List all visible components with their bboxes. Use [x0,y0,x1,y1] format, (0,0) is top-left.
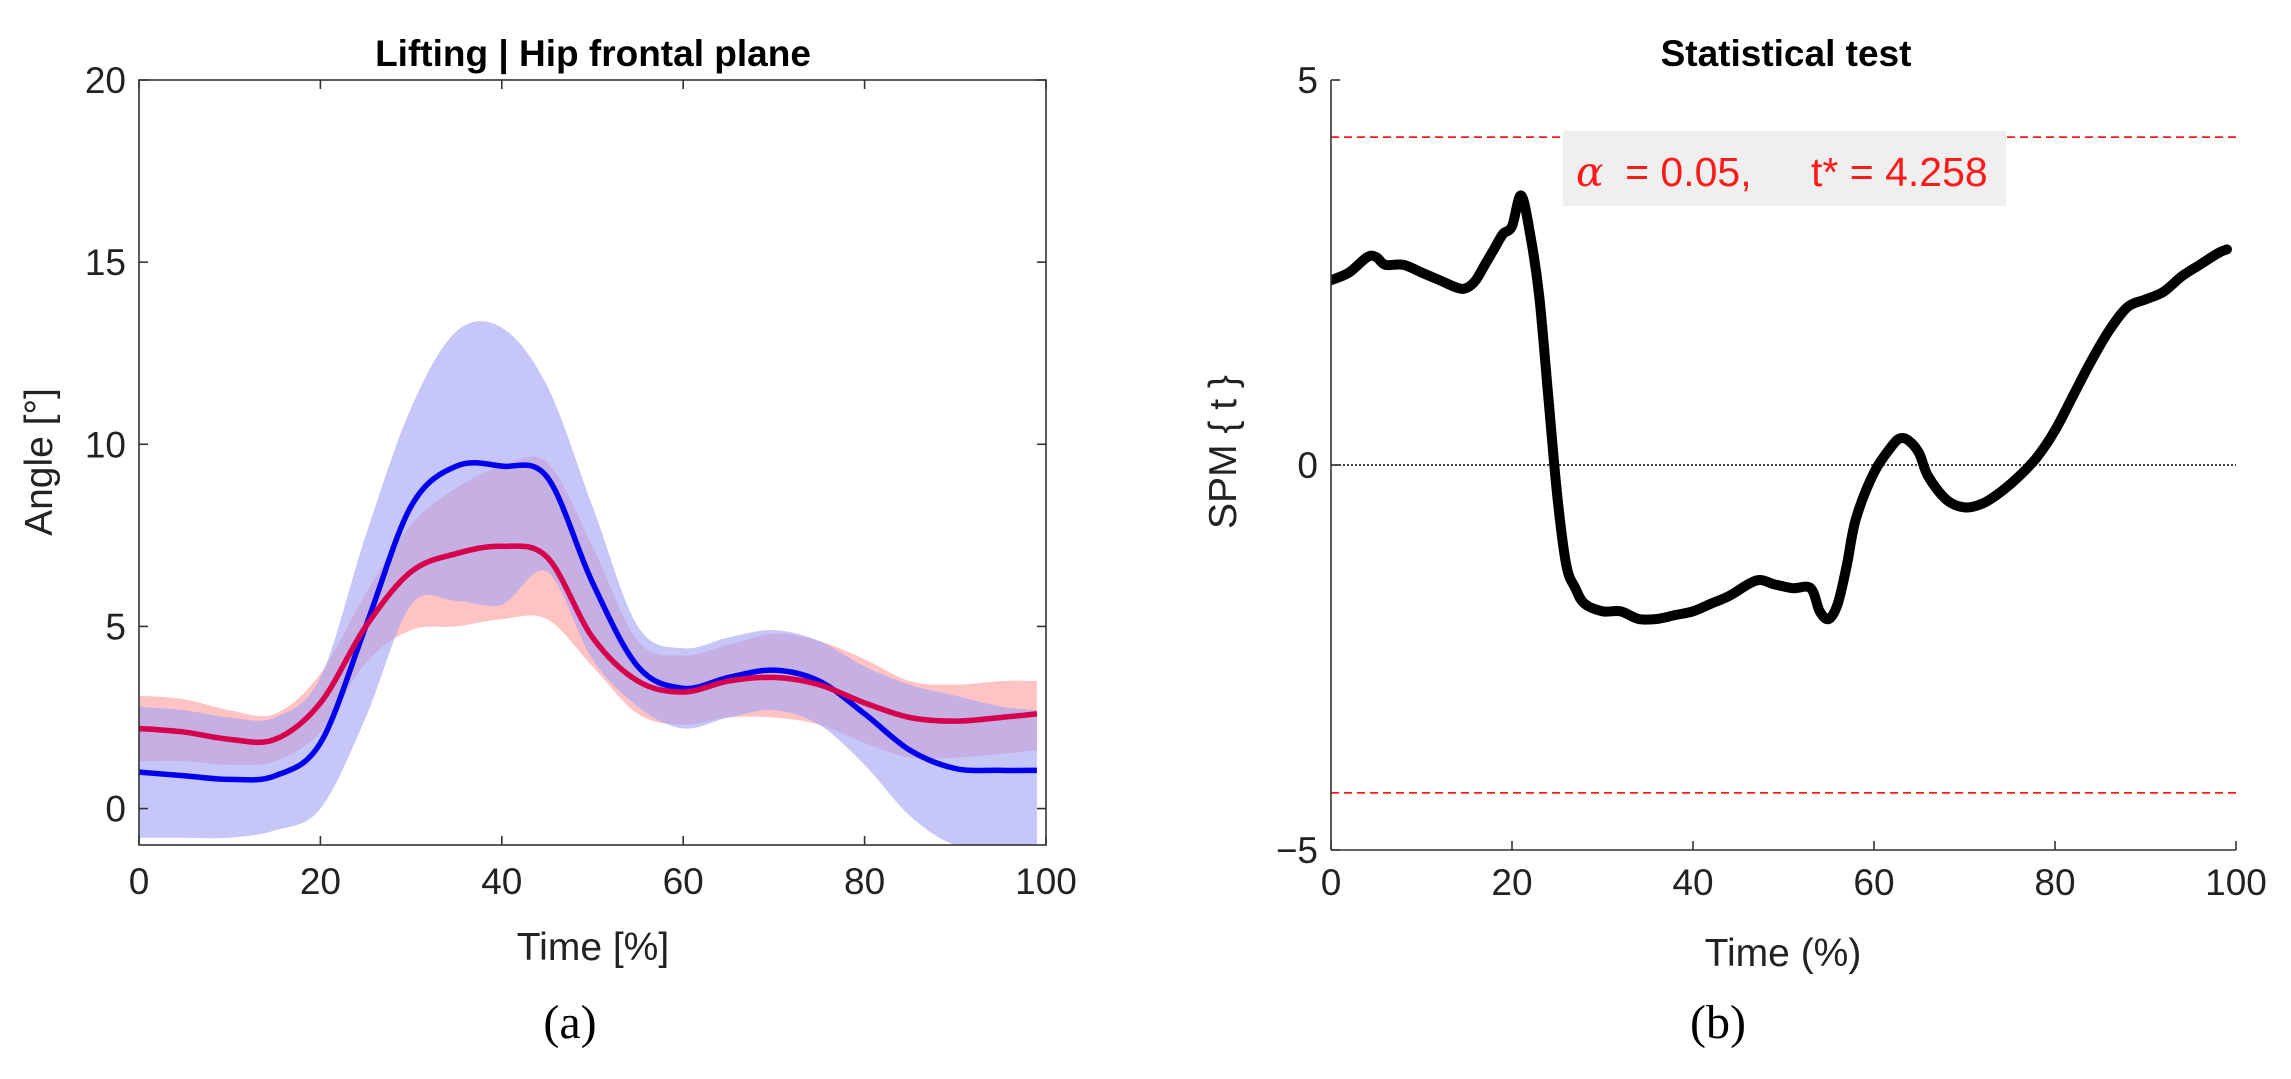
chart-a-xlabel: Time [%] [517,926,669,969]
y-tick-label: 20 [85,60,126,101]
x-tick-label: 100 [1015,861,1077,902]
line-series-1 [139,543,1038,746]
y-tick-label: 10 [85,424,126,465]
x-tick-label: 40 [1672,862,1713,903]
x-tick-label: 80 [2034,862,2075,903]
y-tick-label: 5 [105,606,126,647]
t-star-text: t* = 4.258 [1811,149,1988,195]
x-tick-label: 40 [481,861,522,902]
chart-b-ylabel: SPM { t } [1202,375,1245,529]
alpha-text: = 0.05, [1625,149,1752,195]
chart-a-lines [139,459,1038,783]
x-tick-label: 20 [1491,862,1532,903]
panel-b-label: (b) [1690,996,1746,1049]
chart-b-title: Statistical test [1661,33,1912,74]
x-tick-label: 0 [129,861,150,902]
chart-a-ylabel: Angle [°] [18,388,61,536]
panel-a-label: (a) [543,996,596,1049]
chart-b-ticks: 0 20 40 60 80 100−505 [1276,60,2267,903]
line-series-2 [139,459,1037,783]
y-tick-label: 0 [1297,445,1318,486]
chart-a-ticks: 0 20 40 60 80 100 0 5 10 15 20 [85,60,1077,902]
x-tick-label: 60 [663,861,704,902]
x-tick-label: 100 [2205,862,2267,903]
band-series-2 [139,321,1037,845]
y-tick-label: 5 [1297,60,1318,101]
alpha-symbol: α [1576,148,1604,196]
chart-b-xlabel: Time (%) [1705,932,1862,975]
x-tick-label: 0 [1321,862,1342,903]
threshold-label: α = 0.05, t* = 4.258 [1576,148,1988,196]
y-tick-label: 15 [85,242,126,283]
x-tick-label: 60 [1853,862,1894,903]
x-tick-label: 80 [844,861,885,902]
chart-a-axes-box [138,79,1047,846]
panel-a: Lifting | Hip frontal plane 0 20 40 60 80 100… [18,33,1077,1049]
chart-b-lines [1331,190,2232,625]
threshold-label-box [1563,131,2006,206]
x-tick-label: 20 [300,861,341,902]
y-tick-label: −5 [1276,830,1318,871]
spm-t-curve [1331,190,2232,625]
chart-a-bands [139,321,1037,845]
y-tick-label: 0 [105,789,126,830]
panel-b: Statistical test α = 0.05, t* = 4.258 0 2… [1202,33,2267,1049]
chart-a-title: Lifting | Hip frontal plane [375,33,811,75]
